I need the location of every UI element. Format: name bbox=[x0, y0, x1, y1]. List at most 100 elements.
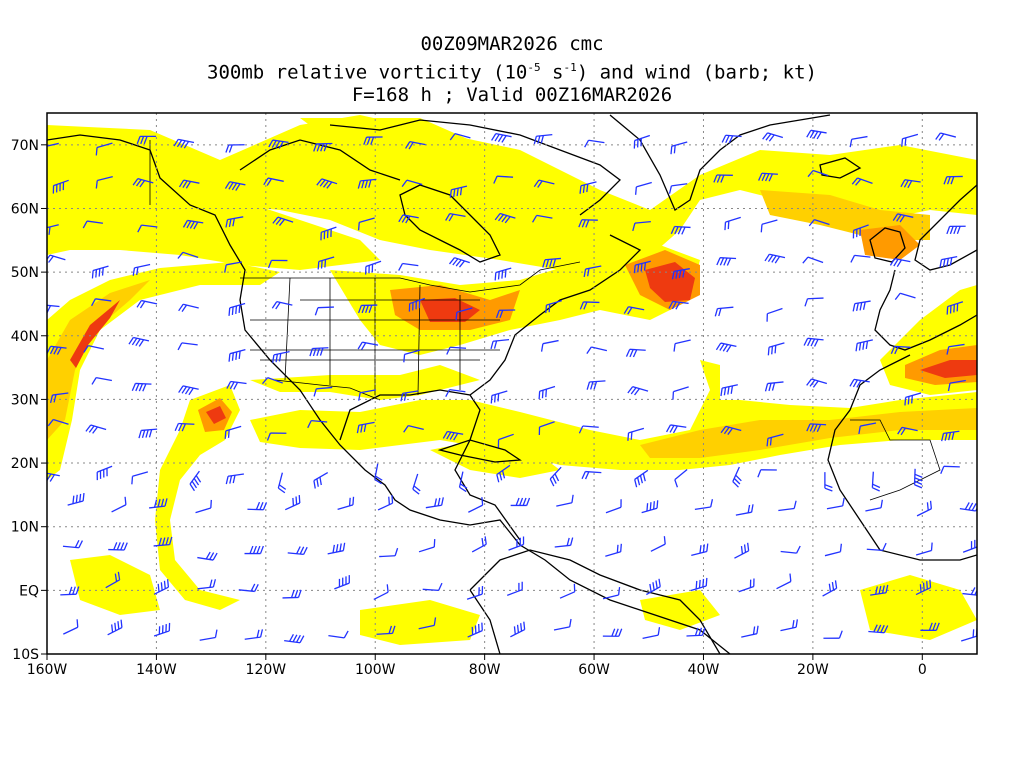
wind-barb bbox=[691, 543, 709, 556]
wind-barb bbox=[583, 265, 602, 278]
wind-barb bbox=[724, 216, 741, 231]
wind-barb bbox=[673, 339, 691, 352]
wind-barb bbox=[494, 267, 512, 281]
wind-barb bbox=[83, 345, 104, 353]
wind-barb bbox=[851, 177, 873, 186]
wind-barb bbox=[549, 466, 562, 487]
wind-barb bbox=[271, 300, 293, 310]
wind-barb bbox=[494, 212, 516, 224]
wind-barb bbox=[553, 618, 572, 631]
wind-barb bbox=[131, 471, 149, 485]
wind-barb bbox=[178, 179, 200, 189]
wind-barb bbox=[313, 142, 333, 152]
wind-barb bbox=[153, 622, 171, 637]
wind-barb bbox=[449, 132, 471, 141]
wind-barb bbox=[670, 141, 688, 155]
axis-ticks: 160W 140W 120W 100W 80W 60W 40W 20W 0 70N 60N 50N 40… bbox=[11, 138, 927, 678]
wind-barb bbox=[807, 169, 829, 178]
wind-barb bbox=[108, 542, 128, 551]
wind-barb bbox=[95, 175, 113, 189]
wind-barb bbox=[401, 179, 423, 187]
wind-barb bbox=[804, 297, 824, 307]
wind-barb bbox=[136, 299, 158, 309]
wind-barb bbox=[177, 251, 199, 259]
wind-barb bbox=[559, 583, 576, 599]
wind-barb bbox=[268, 139, 289, 149]
wind-barb bbox=[690, 577, 708, 592]
wind-barb bbox=[224, 261, 243, 273]
lon-tick-label: 100W bbox=[355, 662, 396, 678]
wind-barb bbox=[458, 471, 468, 493]
coastline-cuba bbox=[437, 439, 522, 463]
wind-barb bbox=[602, 586, 621, 600]
wind-barb bbox=[890, 345, 911, 355]
wind-barb bbox=[225, 216, 244, 228]
wind-barb bbox=[277, 472, 287, 494]
wind-barb bbox=[538, 385, 556, 400]
wind-barb bbox=[314, 306, 334, 316]
wind-barb bbox=[646, 578, 661, 596]
lat-tick-label: 10S bbox=[12, 647, 39, 663]
wind-barb bbox=[721, 134, 742, 144]
vorticity-core-uk bbox=[860, 225, 920, 260]
map-gridlines bbox=[47, 113, 977, 654]
wind-barb bbox=[445, 388, 466, 397]
lon-tick-label: 20W bbox=[797, 662, 829, 678]
wind-barb bbox=[623, 306, 645, 315]
wind-barb bbox=[47, 304, 60, 314]
wind-barb bbox=[267, 259, 288, 269]
map-title: 00Z09MAR2026 cmc 300mb relative vorticit… bbox=[0, 33, 1024, 107]
wind-barb bbox=[153, 536, 173, 547]
wind-barb bbox=[91, 265, 109, 279]
wind-barb bbox=[95, 142, 113, 156]
wind-barb bbox=[49, 392, 69, 404]
wind-barb bbox=[400, 390, 419, 402]
wind-barb bbox=[403, 424, 424, 433]
wind-barb bbox=[47, 254, 66, 263]
wind-barb bbox=[379, 547, 399, 558]
wind-barb bbox=[132, 263, 151, 276]
wind-barb bbox=[920, 622, 940, 631]
wind-barb bbox=[823, 630, 843, 639]
wind-barb bbox=[358, 389, 377, 401]
lon-tick-label: 160W bbox=[27, 662, 68, 678]
wind-barb bbox=[780, 545, 801, 554]
wind-barb bbox=[317, 256, 335, 270]
wind-barb bbox=[244, 545, 264, 555]
wind-barb bbox=[716, 257, 737, 266]
wind-barb bbox=[313, 471, 329, 489]
wind-barb bbox=[224, 181, 246, 191]
wind-barb bbox=[228, 302, 246, 316]
wind-barb bbox=[105, 571, 121, 589]
wind-barb bbox=[586, 346, 608, 355]
wind-barb bbox=[634, 181, 652, 195]
lat-tick-label: 70N bbox=[11, 138, 39, 154]
wind-barb bbox=[915, 579, 932, 596]
wind-barb bbox=[442, 430, 464, 441]
wind-barb bbox=[174, 422, 195, 432]
wind-barb bbox=[803, 337, 824, 347]
wind-barb bbox=[578, 425, 599, 434]
wind-barb bbox=[900, 179, 921, 189]
wind-barb bbox=[320, 226, 337, 241]
map-frame bbox=[46, 112, 978, 655]
wind-barb bbox=[418, 617, 437, 630]
wind-barb bbox=[178, 385, 199, 396]
wind-barb bbox=[261, 377, 283, 385]
wind-barb bbox=[758, 172, 778, 182]
title-line-valid: F=168 h ; Valid 00Z16MAR2026 bbox=[351, 84, 673, 107]
wind-barb bbox=[764, 381, 784, 392]
wind-barb bbox=[468, 497, 484, 513]
wind-barb bbox=[272, 351, 290, 363]
wind-barb bbox=[822, 580, 838, 597]
wind-barb bbox=[226, 380, 247, 390]
vorticity-band-subtropical bbox=[250, 365, 480, 400]
wind-barb bbox=[358, 304, 378, 314]
wind-barb bbox=[686, 627, 706, 637]
wind-barb bbox=[554, 537, 574, 548]
coastlines bbox=[47, 114, 977, 654]
vorticity-peak-newfoundland bbox=[645, 262, 695, 302]
wind-barb bbox=[47, 224, 59, 235]
lon-tick-label: 60W bbox=[578, 662, 610, 678]
wind-barb bbox=[178, 303, 199, 313]
